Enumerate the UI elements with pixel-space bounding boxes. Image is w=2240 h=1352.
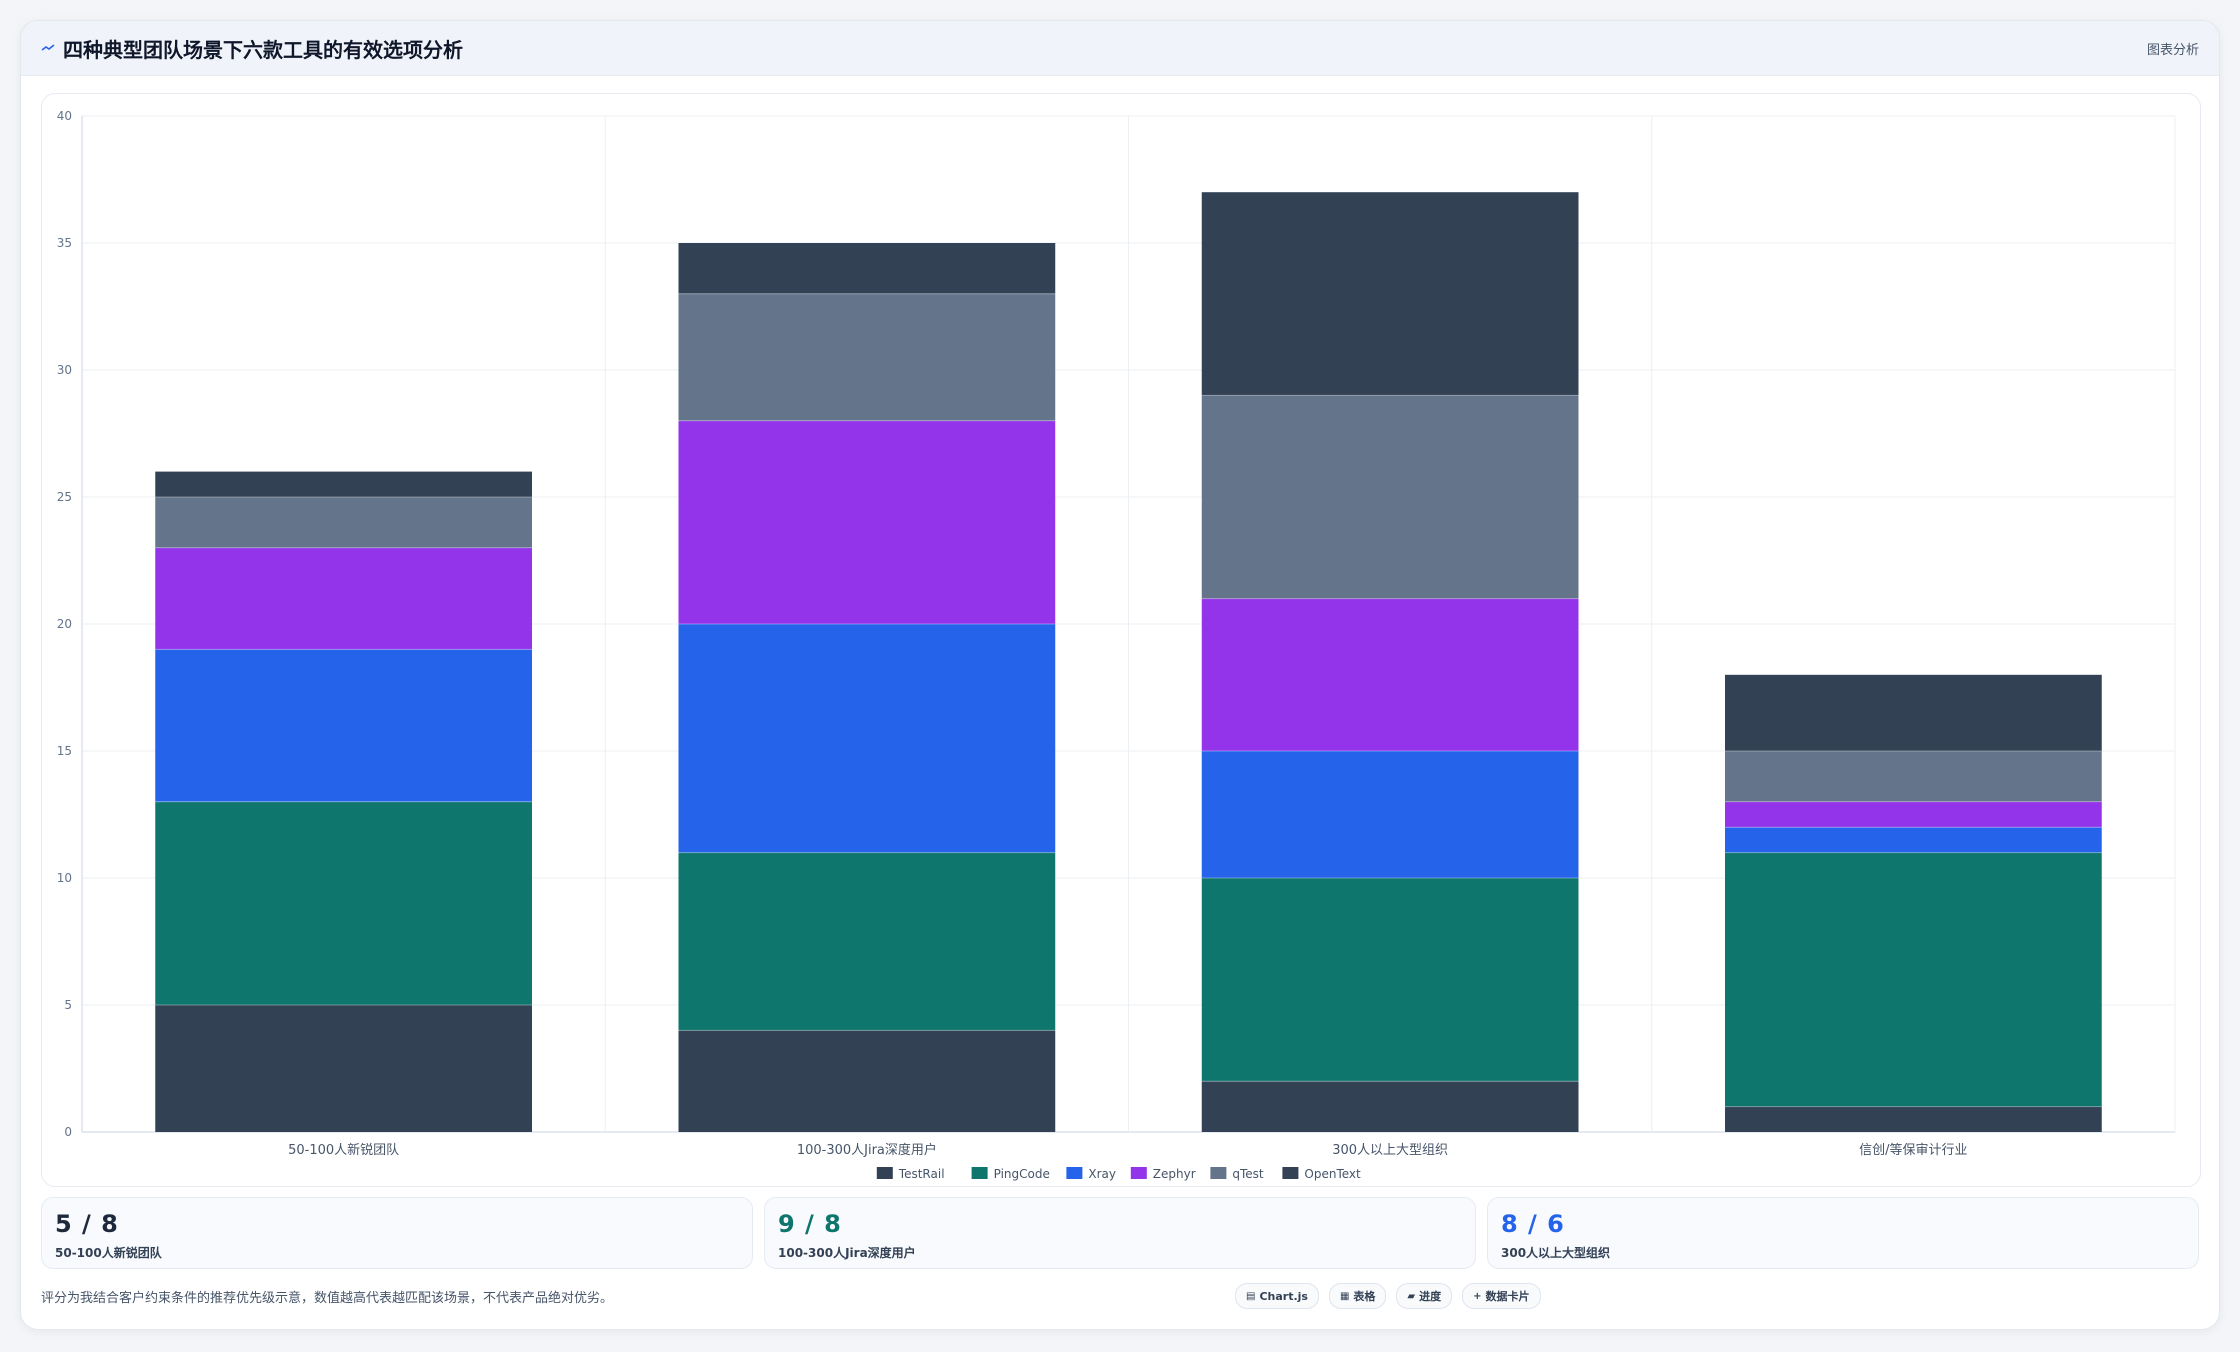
legend-swatch: [971, 1167, 988, 1179]
stats-row: 5 / 8 50-100人新锐团队 9 / 8 100-300人Jira深度用户…: [41, 1197, 2199, 1269]
stat-card-2: 9 / 8 100-300人Jira深度用户: [764, 1197, 1476, 1269]
bar-segment: [678, 293, 1056, 421]
chart-trend-icon: [41, 41, 55, 55]
header-bar: 四种典型团队场景下六款工具的有效选项分析 图表分析: [21, 21, 2219, 76]
chart-card: 0 5 10 15 20 25 30 35 40 50-100人新锐团队 100-300人Jira深…: [41, 93, 2201, 1187]
footer-note: 评分为我结合客户约束条件的推荐优先级示意，数值越高代表越匹配该场景，不代表产品绝…: [41, 1291, 614, 1306]
bar-segment: [1725, 674, 2102, 751]
x-tick-label: 300人以上大型组织: [1332, 1143, 1448, 1158]
bar-segment: [1201, 192, 1579, 396]
legend-item: TestRail: [876, 1167, 945, 1181]
bar-segment: [1201, 395, 1579, 599]
table-icon: ▦: [1339, 1290, 1350, 1302]
legend-swatch: [1282, 1167, 1299, 1179]
stat-label: 50-100人新锐团队: [55, 1246, 162, 1260]
bar-segment: [155, 547, 532, 650]
y-tick-label: 20: [57, 617, 72, 631]
legend-item: qTest: [1210, 1167, 1264, 1181]
bar-segment: [1725, 827, 2102, 853]
bar-segment: [155, 497, 532, 548]
chip-data-card[interactable]: + 数据卡片: [1462, 1283, 1541, 1309]
y-tick-label: 10: [57, 871, 72, 885]
bar-segment: [1201, 878, 1579, 1082]
y-tick-label: 5: [64, 998, 72, 1012]
chip-label: 表格: [1353, 1290, 1376, 1303]
bar-segment: [155, 649, 532, 802]
bar-segment: [678, 243, 1056, 294]
legend-item: Xray: [1066, 1167, 1116, 1181]
stat-card-1: 5 / 8 50-100人新锐团队: [41, 1197, 753, 1269]
chip-label: 数据卡片: [1485, 1290, 1530, 1303]
legend-label: Zephyr: [1153, 1167, 1196, 1181]
legend-item: Zephyr: [1130, 1167, 1196, 1181]
view-chips: ▤ Chart.js ▦ 表格 ▰ 进度 + 数据卡片: [1235, 1283, 1541, 1309]
legend-swatch: [1210, 1167, 1227, 1179]
bar-segment: [678, 420, 1056, 624]
bar-segment: [155, 801, 532, 1005]
y-tick-label: 25: [57, 490, 72, 504]
legend-swatch: [876, 1167, 893, 1179]
bar-segment: [1725, 852, 2102, 1107]
x-tick-label: 信创/等保审计行业: [1859, 1142, 1967, 1158]
y-tick-label: 35: [57, 236, 72, 250]
card-icon: +: [1473, 1290, 1482, 1302]
stat-value: 5 / 8: [55, 1210, 119, 1238]
stat-card-3: 8 / 6 300人以上大型组织: [1487, 1197, 2199, 1269]
page-title: 四种典型团队场景下六款工具的有效选项分析: [63, 37, 463, 62]
bar-segment: [1725, 751, 2102, 802]
legend-swatch: [1130, 1167, 1147, 1179]
y-tick-label: 30: [57, 363, 72, 377]
chart-icon: ▤: [1246, 1290, 1256, 1302]
stat-label: 300人以上大型组织: [1501, 1246, 1611, 1260]
stat-label: 100-300人Jira深度用户: [778, 1246, 916, 1260]
bar-segment: [678, 1030, 1056, 1132]
bar-segment: [1201, 598, 1579, 751]
chip-label: Chart.js: [1259, 1289, 1308, 1303]
y-tick-label: 15: [57, 744, 72, 758]
bar-segment: [155, 1005, 532, 1132]
chart-window: 四种典型团队场景下六款工具的有效选项分析 图表分析 0 5 10 15 20 25 30 35…: [20, 20, 2220, 1330]
legend-item: OpenText: [1282, 1167, 1361, 1181]
x-tick-label: 50-100人新锐团队: [288, 1142, 399, 1158]
chip-chartjs[interactable]: ▤ Chart.js: [1235, 1283, 1319, 1309]
chip-progress[interactable]: ▰ 进度: [1396, 1283, 1453, 1309]
bar-segment: [1725, 1106, 2102, 1132]
progress-icon: ▰: [1407, 1290, 1416, 1302]
legend-swatch: [1066, 1167, 1083, 1179]
stacked-bar-chart: 0 5 10 15 20 25 30 35 40 50-100人新锐团队 100-300人Jira深…: [57, 109, 2176, 1181]
header-tag[interactable]: 图表分析: [2146, 43, 2199, 58]
bar-segment: [155, 471, 532, 497]
y-tick-label: 0: [64, 1125, 72, 1139]
chip-table[interactable]: ▦ 表格: [1328, 1283, 1387, 1309]
legend-item: PingCode: [971, 1167, 1050, 1181]
bar-segment: [678, 624, 1056, 853]
bar-segment: [1201, 1081, 1579, 1132]
chip-label: 进度: [1419, 1290, 1442, 1303]
bar-segment: [1725, 801, 2102, 828]
legend-label: PingCode: [994, 1167, 1050, 1181]
stat-value: 9 / 8: [778, 1210, 842, 1238]
y-tick-label: 40: [57, 109, 72, 123]
legend-label: OpenText: [1304, 1167, 1361, 1181]
stat-value: 8 / 6: [1501, 1210, 1565, 1238]
bar-segment: [678, 852, 1056, 1031]
x-tick-label: 100-300人Jira深度用户: [797, 1142, 937, 1158]
bar-segment: [1201, 751, 1579, 878]
legend-label: Xray: [1088, 1167, 1116, 1181]
legend-label: TestRail: [898, 1167, 945, 1181]
legend-label: qTest: [1232, 1167, 1264, 1181]
